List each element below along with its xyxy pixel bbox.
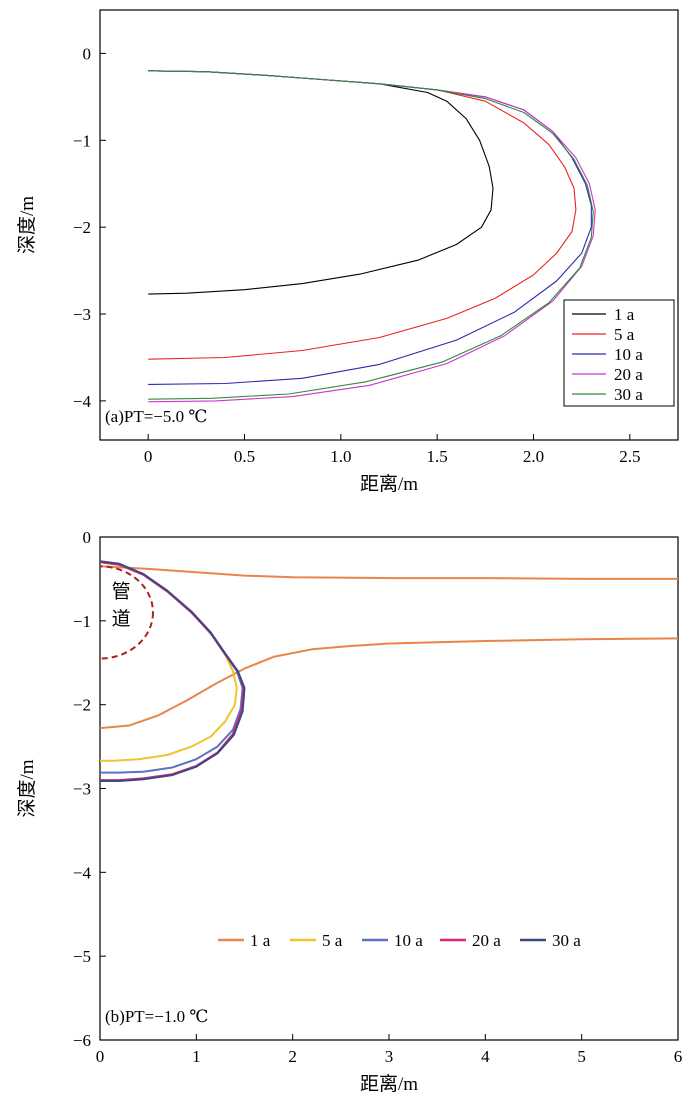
x-tick-label: 1 [192,1047,201,1066]
panel-id: (b) [105,1007,125,1026]
panel-label: (a)PT=−5.0 ℃ [105,407,207,426]
x-tick-label: 2 [288,1047,297,1066]
x-tick-label: 3 [385,1047,394,1066]
x-tick-label: 0.5 [234,447,255,466]
legend-label: 5 a [614,325,635,344]
series-line-30a [100,560,246,782]
panel-label: (b)PT=−1.0 ℃ [105,1007,208,1026]
chart-panel-b: 0 1 2 3 4 5 6 0 −1 −2 −3 −4 −5 −6 距离/m 深度/m 管道 1 a 5 a 10 a… [16,528,682,1095]
x-tick-label: 0 [144,447,153,466]
y-tick-label: −6 [73,1031,91,1050]
x-tick-label: 2.0 [523,447,544,466]
y-axis-title: 深度/m [16,196,38,254]
x-tick-label: 2.5 [619,447,640,466]
plot-frame [99,9,679,441]
panel-id: (a) [105,407,124,426]
x-tick-label: 5 [577,1047,586,1066]
legend-label: 10 a [394,931,423,950]
series-line-1a [100,637,678,730]
y-tick-label: −4 [73,392,92,411]
legend-label: 1 a [614,305,635,324]
y-axis-title: 深度/m [16,759,38,817]
x-tick-label: 1.5 [427,447,448,466]
legend-label: 5 a [322,931,343,950]
pipe-annotation: 管 [112,580,131,602]
y-tick-label: −4 [73,863,92,882]
x-tick-label: 0 [96,1047,105,1066]
series-line-30a [148,70,594,400]
legend-label: 20 a [614,365,643,384]
x-tick-label: 6 [674,1047,683,1066]
legend-label: 20 a [472,931,501,950]
series-line-20a [148,70,596,403]
y-tick-label: −1 [73,612,91,631]
x-tick-label: 1.0 [330,447,351,466]
y-tick-label: 0 [83,528,92,547]
y-tick-label: −2 [73,218,91,237]
y-tick-label: −5 [73,947,91,966]
series-line-10a [148,70,592,385]
chart-panel-a: 0 0.5 1.0 1.5 2.0 2.5 0 −1 −2 −3 −4 距离/m 深度/m 1 a5 a1… [16,9,679,495]
panel-condition: PT=−1.0 ℃ [125,1007,209,1026]
pipe-annotation: 道 [112,608,131,630]
pipe-outline [100,565,154,660]
y-tick-label: −2 [73,696,91,715]
legend-label: 10 a [614,345,643,364]
series-line-5a [148,70,577,360]
series-group [148,70,596,403]
series-group [100,560,678,782]
series-line-1a [100,565,678,580]
legend-label: 1 a [250,931,271,950]
legend-box [563,299,675,407]
y-tick-label: −3 [73,305,91,324]
panel-condition: PT=−5.0 ℃ [124,407,208,426]
plot-frame [99,536,679,1041]
legend-label: 30 a [552,931,581,950]
y-tick-label: 0 [83,44,92,63]
legend-label: 30 a [614,385,643,404]
x-axis-title: 距离/m [360,1073,418,1095]
y-tick-label: −1 [73,131,91,150]
x-tick-label: 4 [481,1047,490,1066]
y-tick-label: −3 [73,780,91,799]
series-line-1a [148,70,494,295]
x-axis-title: 距离/m [360,473,418,495]
